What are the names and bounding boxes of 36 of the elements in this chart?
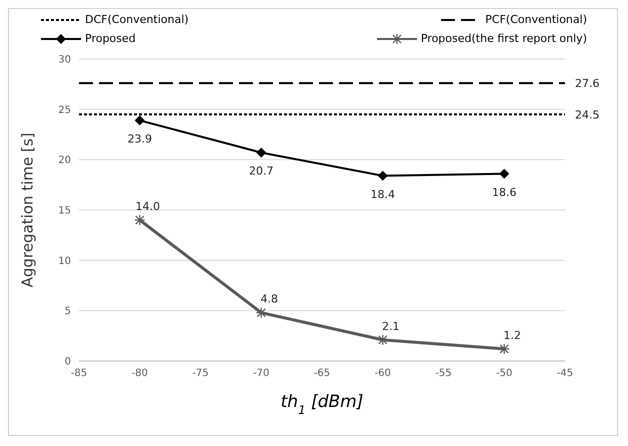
point	[378, 170, 388, 181]
y-axis-title: Aggregation time [s]	[18, 132, 36, 288]
x-tick-label: -65	[314, 368, 330, 380]
x-axis-title: th$_{1}$ [dBm]	[280, 392, 364, 417]
x-tick-label: -80	[132, 368, 148, 380]
y-tick-label: 10	[58, 256, 71, 267]
y-tick-label: 15	[58, 206, 71, 217]
x-tick-label: -60	[374, 368, 391, 380]
x-tick-label: -75	[192, 368, 209, 380]
x-tick-label: -55	[435, 368, 452, 380]
legend-label: PCF(Conventional)	[485, 13, 587, 26]
data-label: 4.8	[260, 292, 278, 306]
y-tick-label: 20	[58, 155, 71, 166]
data-label: 23.9	[128, 132, 152, 146]
data-label: 24.5	[575, 108, 600, 122]
x-tick-label: -85	[70, 368, 88, 380]
legend-label: Proposed	[85, 32, 136, 45]
y-tick-label: 30	[58, 54, 71, 66]
point	[499, 168, 510, 179]
y-tick-label: 5	[64, 306, 71, 318]
x-tick-label: -45	[556, 368, 574, 380]
data-label: 14.0	[136, 200, 160, 214]
legend-label: Proposed(the first report only)	[420, 32, 587, 45]
data-label: 27.6	[575, 77, 600, 90]
legend-label: DCF(Conventional)	[85, 13, 189, 26]
point	[134, 115, 145, 126]
data-label: 18.6	[492, 186, 516, 199]
data-label: 1.2	[504, 328, 521, 342]
y-tick-label: 0	[64, 356, 71, 368]
data-label: 18.4	[370, 188, 395, 201]
data-label: 20.7	[249, 164, 274, 178]
x-tick-label: -70	[253, 368, 270, 380]
y-tick-label: 25	[58, 104, 71, 116]
data-label: 2.1	[382, 320, 400, 333]
x-tick-label: -50	[496, 368, 512, 380]
point	[256, 148, 266, 158]
